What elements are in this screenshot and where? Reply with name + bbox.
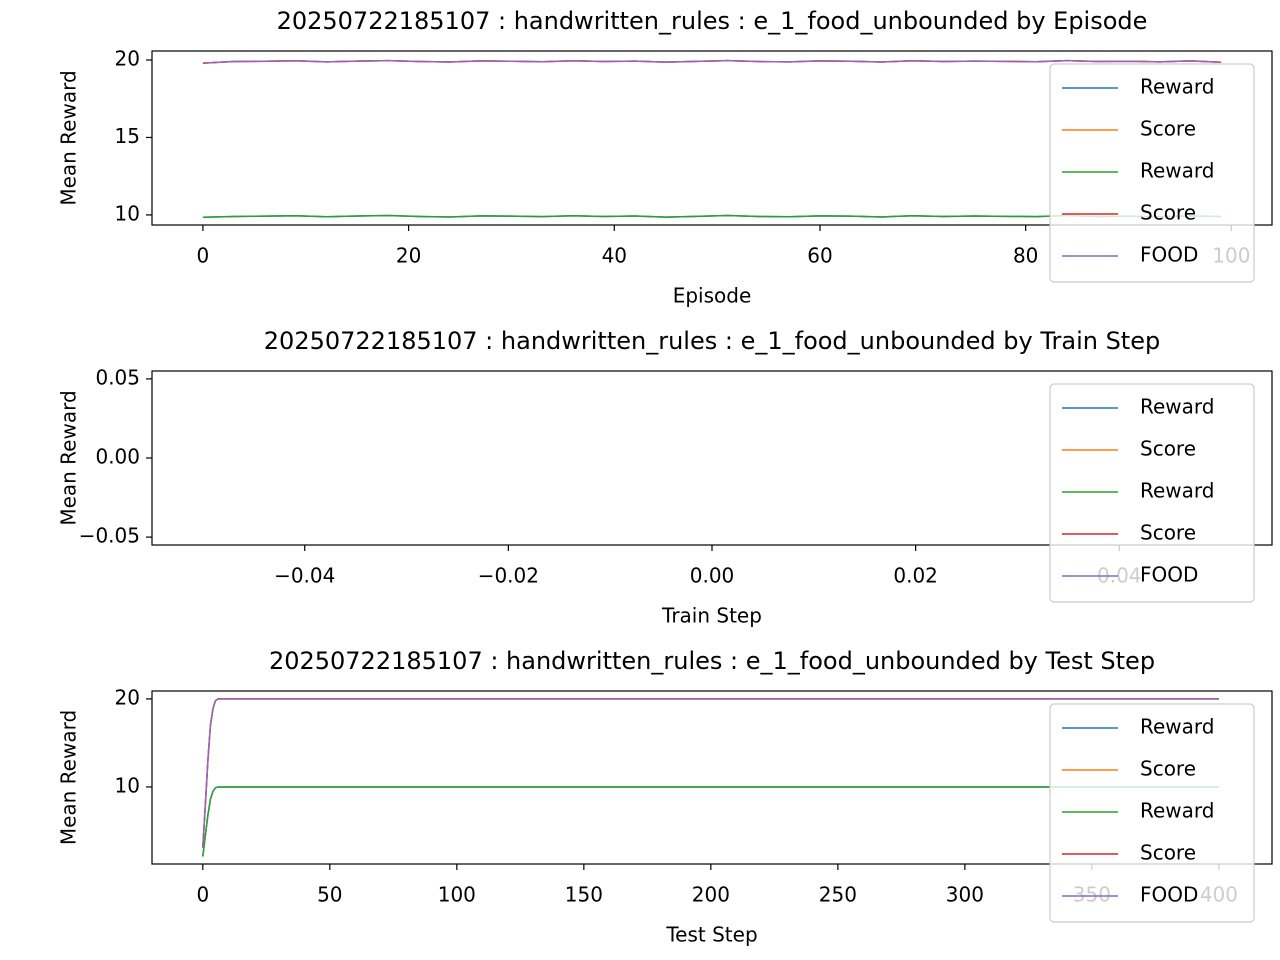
x-tick-label: 40 (602, 244, 627, 268)
legend-label: FOOD (1140, 243, 1198, 267)
series-line (202, 698, 1219, 848)
x-tick-label: −0.04 (274, 564, 335, 588)
y-tick-label: 15 (115, 124, 140, 148)
x-tick-label: 150 (565, 883, 603, 907)
x-axis-label: Test Step (665, 923, 757, 947)
legend-label: Reward (1140, 799, 1214, 823)
legend-box (1049, 63, 1255, 283)
axes-frame (151, 50, 1273, 226)
x-tick-label: 20 (396, 244, 421, 268)
series-line (202, 786, 1219, 857)
x-axis-label: Episode (673, 284, 752, 308)
x-tick-label: 300 (946, 883, 984, 907)
y-axis-label: Mean Reward (57, 70, 81, 205)
chart-title: 20250722185107 : handwritten_rules : e_1… (277, 7, 1148, 35)
x-tick-label: 0 (196, 883, 209, 907)
x-tick-label: 200 (692, 883, 730, 907)
legend-label: Score (1140, 757, 1196, 781)
y-tick-label: 10 (115, 773, 140, 797)
chart-title: 20250722185107 : handwritten_rules : e_1… (269, 647, 1155, 675)
x-tick-label: 60 (807, 244, 832, 268)
legend-label: FOOD (1140, 883, 1198, 907)
axes-frame (151, 690, 1273, 865)
legend-label: Reward (1140, 395, 1214, 419)
x-tick-label: 50 (317, 883, 342, 907)
legend-label: Score (1140, 117, 1196, 141)
legend-label: Reward (1140, 479, 1214, 503)
x-tick-label: 80 (1013, 244, 1038, 268)
y-axis-label: Mean Reward (57, 710, 81, 845)
y-axis-label: Mean Reward (57, 390, 81, 525)
legend-label: Score (1140, 201, 1196, 225)
y-tick-label: 0.00 (95, 445, 140, 469)
y-tick-label: 10 (115, 201, 140, 225)
legend-label: Reward (1140, 75, 1214, 99)
legend-label: Reward (1140, 159, 1214, 183)
x-tick-label: 0 (197, 244, 210, 268)
x-axis-label: Train Step (661, 604, 762, 628)
y-tick-label: 0.05 (95, 365, 140, 389)
legend-label: Score (1140, 437, 1196, 461)
y-tick-label: 20 (115, 685, 140, 709)
axes-frame (151, 370, 1273, 546)
legend-label: Score (1140, 521, 1196, 545)
y-tick-label: −0.05 (79, 524, 140, 548)
x-tick-label: 250 (819, 883, 857, 907)
legend-box (1049, 703, 1255, 923)
y-tick-label: 20 (115, 46, 140, 70)
x-tick-label: 0.00 (690, 564, 735, 588)
series-line (202, 59, 1222, 64)
x-tick-label: 0.02 (893, 564, 938, 588)
legend-label: FOOD (1140, 563, 1198, 587)
x-tick-label: 100 (438, 883, 476, 907)
legend-box (1049, 383, 1255, 603)
legend-label: Reward (1140, 715, 1214, 739)
x-tick-label: −0.02 (478, 564, 539, 588)
legend-label: Score (1140, 841, 1196, 865)
chart-title: 20250722185107 : handwritten_rules : e_1… (264, 327, 1160, 355)
